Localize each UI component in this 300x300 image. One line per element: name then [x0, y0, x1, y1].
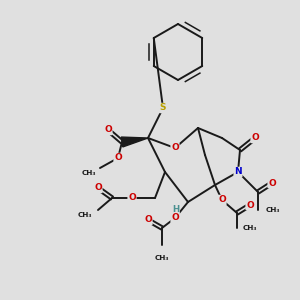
Text: H: H: [172, 206, 180, 214]
Polygon shape: [121, 137, 148, 147]
Text: S: S: [160, 103, 166, 112]
Text: O: O: [104, 125, 112, 134]
Text: O: O: [128, 194, 136, 202]
Text: O: O: [171, 143, 179, 152]
Text: CH₃: CH₃: [82, 170, 96, 176]
Text: N: N: [234, 167, 242, 176]
Text: O: O: [144, 215, 152, 224]
Text: O: O: [94, 184, 102, 193]
Text: CH₃: CH₃: [243, 225, 257, 231]
Text: O: O: [114, 154, 122, 163]
Text: CH₃: CH₃: [155, 255, 169, 261]
Text: CH₃: CH₃: [266, 207, 281, 213]
Text: O: O: [251, 134, 259, 142]
Text: O: O: [171, 214, 179, 223]
Text: O: O: [218, 196, 226, 205]
Text: CH₃: CH₃: [77, 212, 92, 218]
Text: O: O: [268, 178, 276, 188]
Text: O: O: [246, 200, 254, 209]
